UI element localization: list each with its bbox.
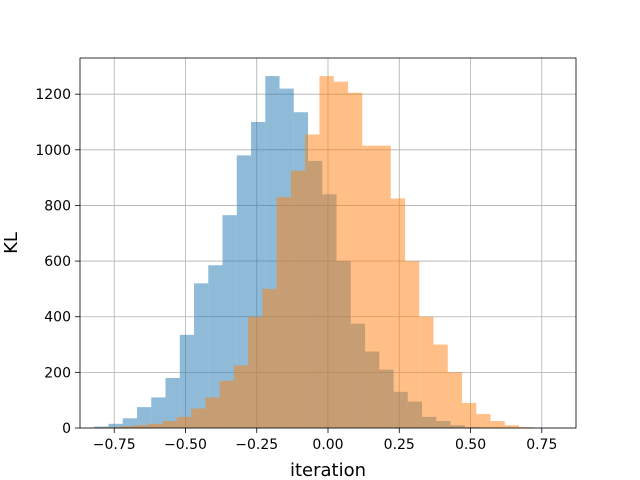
histogram-bar-series-1 xyxy=(447,372,462,428)
x-axis-label: iteration xyxy=(290,460,366,480)
histogram-bar-series-1 xyxy=(419,316,434,428)
histogram-bar-series-0 xyxy=(151,397,166,428)
histogram-bar-series-1 xyxy=(205,397,220,428)
histogram-bar-series-1 xyxy=(319,76,334,429)
y-tick-label: 800 xyxy=(44,198,71,214)
histogram-bar-series-0 xyxy=(208,265,223,428)
histogram-bar-series-1 xyxy=(262,288,277,428)
histogram-bar-series-0 xyxy=(222,215,237,428)
y-tick-label: 600 xyxy=(44,254,71,270)
histogram-bar-series-1 xyxy=(333,81,348,429)
axis-ticks: −0.75 −0.50 −0.25 0.00 0.25 0.50 0.75 0 200 400 60… xyxy=(35,87,557,453)
histogram-bar-series-1 xyxy=(191,408,206,428)
x-tick-label: 0.50 xyxy=(455,437,486,453)
histogram-bar-series-1 xyxy=(248,316,263,428)
histogram-bar-series-1 xyxy=(433,344,448,428)
histogram-bar-series-1 xyxy=(290,170,306,428)
y-tick-label: 1000 xyxy=(35,143,71,159)
y-tick-label: 200 xyxy=(44,365,71,381)
x-tick-label: 0.75 xyxy=(526,437,557,453)
histogram-bar-series-0 xyxy=(137,407,152,428)
histogram-bar-series-0 xyxy=(236,155,252,429)
histogram-bar-series-1 xyxy=(219,380,234,428)
histogram-bar-series-1 xyxy=(276,197,291,428)
histogram-bars xyxy=(94,76,534,429)
x-tick-label: −0.75 xyxy=(93,437,136,453)
histogram-bar-series-0 xyxy=(94,426,109,428)
x-tick-label: 0.00 xyxy=(312,437,343,453)
histogram-bar-series-1 xyxy=(119,426,135,428)
histogram-bar-series-1 xyxy=(404,261,420,428)
histogram-bar-series-0 xyxy=(122,418,138,428)
x-tick-label: −0.25 xyxy=(235,437,278,453)
histogram-bar-series-0 xyxy=(165,377,180,428)
histogram-bar-series-1 xyxy=(305,134,320,428)
histogram-bar-series-1 xyxy=(162,421,177,428)
histogram-bar-series-1 xyxy=(476,414,491,428)
histogram-bar-series-0 xyxy=(108,423,123,428)
histogram-bar-series-1 xyxy=(461,402,477,428)
histogram-bar-series-1 xyxy=(347,92,363,428)
histogram-bar-series-1 xyxy=(376,145,391,428)
x-tick-label: −0.50 xyxy=(164,437,207,453)
y-tick-label: 400 xyxy=(44,310,71,326)
x-tick-label: 0.25 xyxy=(384,437,415,453)
histogram-bar-series-1 xyxy=(518,427,534,428)
histogram-bar-series-1 xyxy=(176,416,192,428)
histogram-bar-series-1 xyxy=(233,365,249,428)
histogram-bar-series-1 xyxy=(362,145,377,428)
y-tick-label: 0 xyxy=(62,421,71,437)
histogram-bar-series-1 xyxy=(105,427,120,428)
histogram-bar-series-1 xyxy=(148,423,163,428)
histogram-bar-series-0 xyxy=(179,334,195,428)
y-axis-label: KL xyxy=(1,232,22,254)
histogram-bar-series-1 xyxy=(134,425,149,428)
histogram-bar-series-1 xyxy=(490,421,505,428)
y-tick-label: 1200 xyxy=(35,87,71,103)
histogram-bar-series-0 xyxy=(194,283,209,428)
histogram-bar-series-1 xyxy=(390,198,405,428)
histogram-bar-series-1 xyxy=(504,425,519,428)
